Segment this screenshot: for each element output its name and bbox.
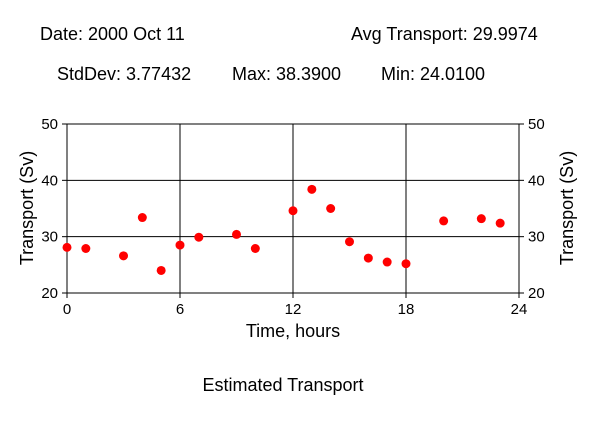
data-point <box>62 242 72 252</box>
y-axis-label-left: Transport (Sv) <box>17 151 37 265</box>
date-label: Date: 2000 Oct 11 <box>40 24 185 44</box>
chart-caption: Estimated Transport <box>202 375 364 395</box>
y-tick-label-left: 20 <box>41 285 58 302</box>
data-point <box>250 243 260 253</box>
x-tick-label: 0 <box>63 301 71 318</box>
min-label: Min: 24.0100 <box>381 64 486 84</box>
data-point <box>194 232 204 242</box>
y-tick-label-right: 20 <box>528 285 545 302</box>
data-point <box>119 251 128 261</box>
x-axis-label: Time, hours <box>246 321 340 341</box>
y-tick-label-right: 40 <box>528 172 545 189</box>
data-point <box>345 237 354 247</box>
y-tick-label-left: 40 <box>41 172 58 189</box>
data-point <box>81 243 91 253</box>
data-point <box>363 253 373 263</box>
data-point <box>401 259 411 269</box>
data-point <box>307 184 317 194</box>
max-label: Max: 38.3900 <box>232 64 342 84</box>
y-tick-label-right: 50 <box>528 116 545 133</box>
data-point <box>288 206 298 216</box>
data-point <box>137 213 147 223</box>
data-point <box>439 216 449 226</box>
data-point <box>382 257 392 267</box>
x-tick-label: 6 <box>176 301 184 318</box>
data-point <box>175 240 185 250</box>
x-tick-label: 24 <box>511 301 528 318</box>
data-point <box>495 218 505 228</box>
data-point <box>326 204 336 213</box>
y-tick-label-left: 50 <box>41 116 58 133</box>
y-tick-label-right: 30 <box>528 229 545 246</box>
y-axis-label-right: Transport (Sv) <box>557 151 577 265</box>
stddev-label: StdDev: 3.77432 <box>57 64 192 84</box>
x-tick-label: 12 <box>285 301 302 318</box>
data-point <box>232 229 241 239</box>
y-tick-label-left: 30 <box>41 229 58 246</box>
x-tick-label: 18 <box>398 301 415 318</box>
data-point <box>476 214 486 224</box>
data-point <box>156 265 166 275</box>
avg-transport-label: Avg Transport: 29.9974 <box>351 24 538 44</box>
